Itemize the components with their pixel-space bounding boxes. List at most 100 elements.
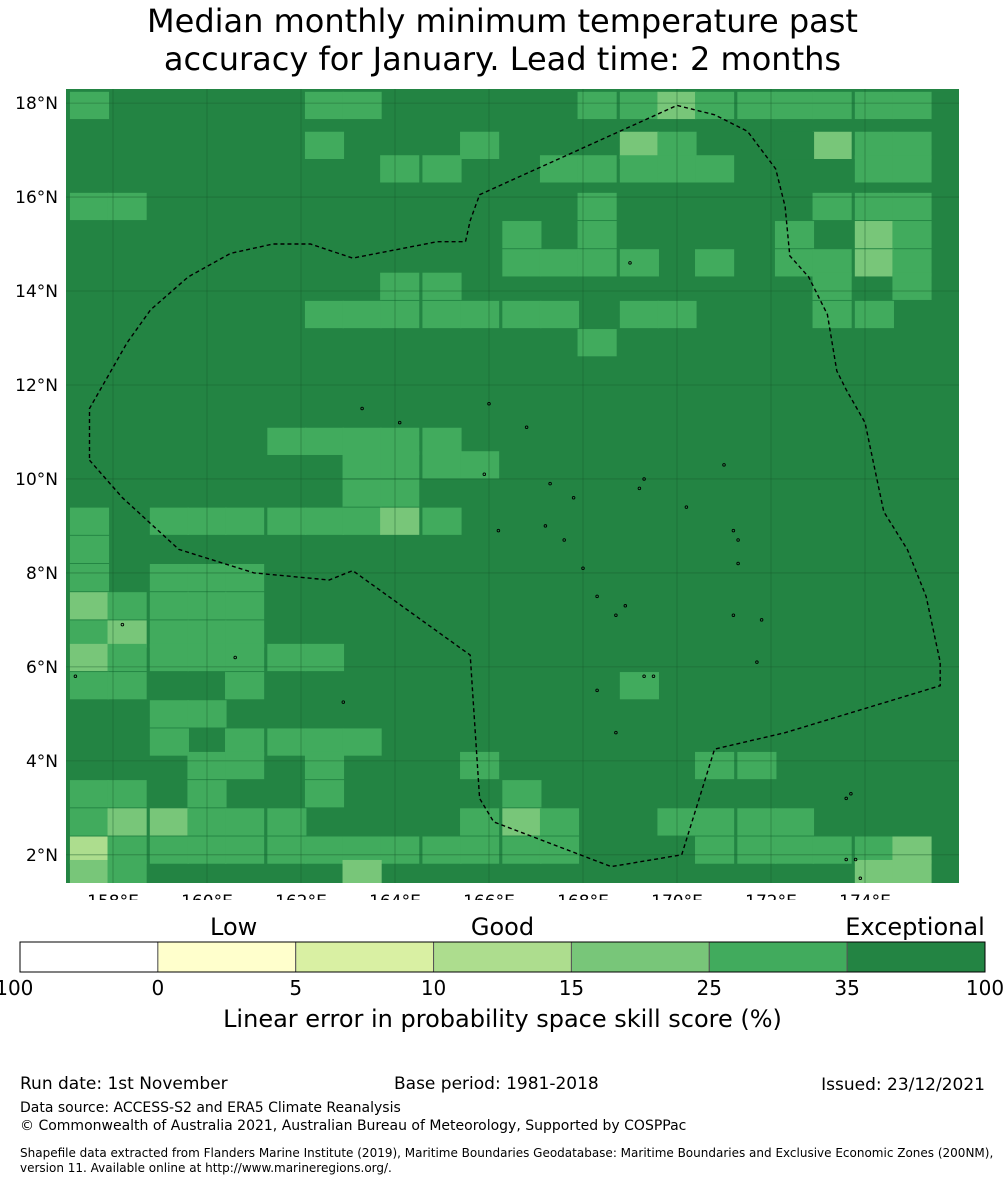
grid-cell — [502, 780, 542, 808]
grid-cell — [619, 300, 659, 329]
grid-cell — [380, 272, 420, 300]
island-outline — [614, 730, 618, 735]
grid-cell — [107, 836, 147, 864]
grid-cell — [149, 620, 189, 648]
grid-cell — [225, 592, 265, 620]
latitude-tick-label: 10°N — [15, 470, 58, 490]
grid-cell — [149, 700, 189, 728]
grid-cell — [619, 155, 659, 183]
colorbar-word-good: Good — [470, 913, 535, 941]
grid-cell — [107, 859, 147, 883]
grid-cell — [737, 91, 777, 120]
colorbar-segment — [846, 941, 986, 973]
latitude-tick-label: 18°N — [15, 94, 58, 114]
grid-cell — [69, 507, 110, 535]
colorbar-tick-label: 0 — [151, 976, 165, 1000]
grid-cell — [342, 479, 382, 507]
island-outline — [849, 791, 853, 796]
island-outline — [623, 604, 628, 608]
grid-cell — [267, 808, 307, 836]
eez-boundary — [88, 104, 941, 868]
grid-cell — [69, 563, 110, 592]
grid-cell — [149, 808, 189, 836]
grid-cell — [107, 808, 147, 836]
grid-cell — [577, 249, 617, 277]
colorbar-segment — [157, 941, 297, 973]
grid-cell — [774, 249, 815, 277]
island-outline — [736, 538, 740, 542]
longitude-tick-label: 158°E — [87, 892, 139, 900]
island-outline — [341, 700, 346, 704]
grid-cell — [225, 672, 265, 700]
grid-cell — [380, 427, 420, 455]
grid-cell — [380, 300, 420, 329]
grid-cell — [854, 300, 894, 329]
longitude-tick-label: 168°E — [557, 892, 609, 900]
grid-cell — [854, 155, 894, 183]
grid-cell — [539, 300, 580, 329]
grid-cell — [225, 728, 265, 756]
grid-cell — [577, 329, 617, 357]
colorbar-tick-label: 100 — [965, 976, 1005, 1000]
colorbar-tick-label: 10 — [420, 976, 447, 1000]
grid-cell — [304, 728, 345, 756]
grid-cell — [460, 836, 500, 864]
grid-cell — [422, 272, 462, 300]
colorbar-segment — [570, 941, 710, 973]
grid-cell — [304, 751, 345, 780]
colorbar-tick-label: 35 — [834, 976, 860, 1000]
grid-cell — [149, 728, 189, 756]
grid-cell — [422, 836, 462, 864]
grid-cell — [342, 451, 382, 479]
grid-cell — [380, 155, 420, 183]
grid-cell — [149, 836, 189, 864]
grid-cell — [149, 592, 189, 620]
grid-cell — [812, 91, 852, 120]
island-outline — [496, 528, 501, 533]
grid-cell — [892, 131, 932, 160]
island-outline — [684, 505, 689, 509]
grid-cell — [812, 272, 852, 300]
grid-cell — [422, 155, 462, 183]
island-outline — [397, 420, 402, 425]
longitude-tick-label: 166°E — [463, 892, 515, 900]
grid-cell — [304, 836, 345, 864]
colorbar-segment — [19, 941, 159, 973]
colorbar-tick-label: -100 — [0, 976, 34, 1000]
copyright: © Commonwealth of Australia 2021, Austra… — [20, 1118, 687, 1134]
grid-cell — [812, 300, 852, 329]
island-outline — [642, 674, 646, 679]
colorbar-tick-label: 5 — [289, 976, 303, 1000]
latitude-tick-label: 6°N — [26, 658, 58, 678]
grid-cell — [892, 836, 932, 864]
colorbar — [19, 941, 986, 973]
grid-cell — [342, 859, 382, 883]
island-outline — [120, 622, 125, 627]
grid-cell — [225, 808, 265, 836]
grid-cell — [577, 221, 617, 249]
grid-cell — [774, 808, 815, 836]
island-outline — [853, 857, 858, 862]
grid-cell — [342, 836, 382, 864]
grid-cell — [695, 751, 735, 780]
island-outline — [233, 655, 237, 660]
grid-cell — [539, 808, 580, 836]
grid-cell — [342, 91, 382, 120]
colorbar-tick-label: 25 — [696, 976, 722, 1000]
grid-cell — [342, 728, 382, 756]
latitude-tick-label: 8°N — [26, 564, 58, 584]
island-outline — [73, 674, 78, 679]
grid-cell — [695, 155, 735, 183]
grid-cell — [69, 535, 110, 564]
latitude-tick-label: 4°N — [26, 752, 58, 772]
longitude-tick-label: 174°E — [839, 892, 891, 900]
island-outline — [614, 613, 618, 617]
grid-cell — [854, 221, 894, 249]
grid-cell — [304, 780, 345, 808]
grid-cell — [380, 507, 420, 535]
grid-cell — [619, 131, 659, 160]
grid-cell — [619, 91, 659, 120]
grid-cell — [774, 131, 815, 160]
longitude-tick-label: 164°E — [369, 892, 421, 900]
island-outline — [731, 613, 736, 617]
